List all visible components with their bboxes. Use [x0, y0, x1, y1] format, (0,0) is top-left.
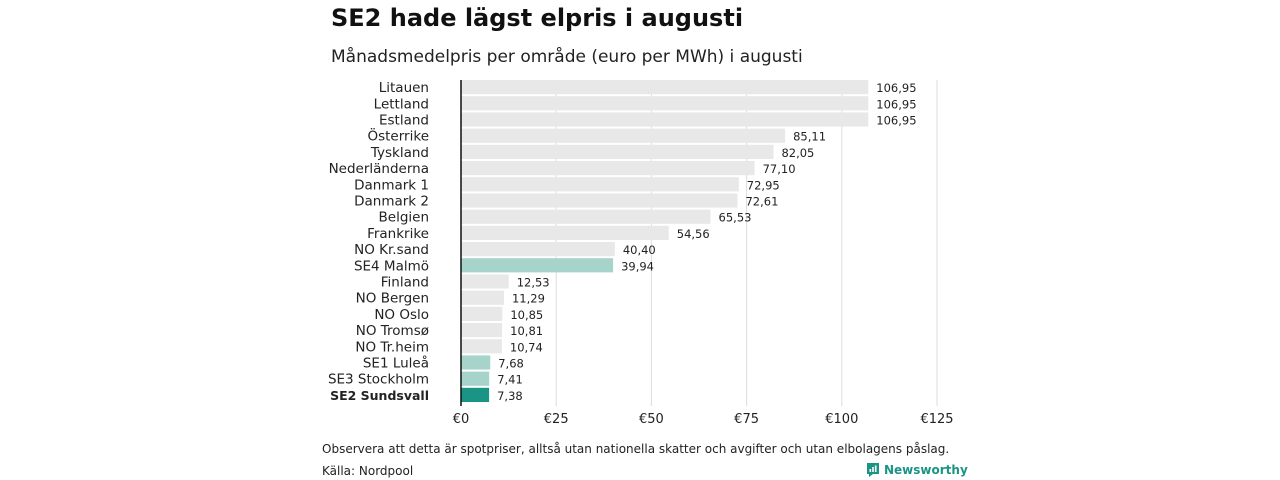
- bar-chart: LitauenLettlandEstlandÖsterrikeTysklandN…: [328, 80, 954, 427]
- value-label: 77,10: [763, 162, 796, 176]
- bar: [461, 323, 503, 338]
- category-label: SE3 Stockholm: [328, 372, 429, 388]
- bar: [461, 193, 738, 208]
- bar: [461, 371, 490, 386]
- category-label: NO Tromsø: [356, 323, 429, 339]
- bar: [461, 80, 869, 95]
- value-label: 12,53: [517, 276, 550, 290]
- category-label: SE4 Malmö: [354, 258, 429, 274]
- bar: [461, 258, 614, 273]
- bar: [461, 339, 502, 354]
- bar: [461, 274, 509, 289]
- bar: [461, 128, 786, 143]
- footnote: Observera att detta är spotpriser, allts…: [322, 442, 950, 456]
- bar: [461, 225, 669, 240]
- category-label: Danmark 1: [354, 177, 429, 193]
- value-labels: 106,95 106,95 106,95 85,11 82,05 77,10 72,95 72…: [497, 81, 916, 403]
- category-label: Frankrike: [367, 226, 429, 242]
- bar: [461, 161, 755, 176]
- value-label: 7,68: [498, 357, 524, 371]
- value-label: 106,95: [876, 81, 916, 95]
- value-label: 10,85: [510, 308, 543, 322]
- category-label: Lettland: [374, 96, 429, 112]
- category-label: Danmark 2: [354, 194, 429, 210]
- value-label: 106,95: [876, 97, 916, 111]
- x-tick-label: €75: [734, 412, 759, 427]
- category-label: Österrike: [367, 127, 429, 145]
- category-labels: LitauenLettlandEstlandÖsterrikeTysklandN…: [328, 80, 429, 403]
- category-label: NO Oslo: [374, 307, 429, 323]
- category-label: NO Tr.heim: [355, 339, 429, 355]
- chart-title: SE2 hade lägst elpris i augusti: [331, 4, 744, 32]
- value-label: 72,95: [747, 178, 780, 192]
- category-label: Estland: [379, 113, 429, 129]
- value-label: 54,56: [677, 227, 710, 241]
- value-label: 85,11: [793, 130, 826, 144]
- value-label: 65,53: [719, 211, 752, 225]
- chart-subtitle: Månadsmedelpris per område (euro per MWh…: [331, 47, 803, 67]
- bar: [461, 144, 774, 159]
- logo-text: Newsworthy: [884, 463, 968, 477]
- bar: [461, 306, 503, 321]
- newsworthy-logo-icon: [867, 463, 879, 477]
- value-label: 39,94: [621, 259, 654, 273]
- category-label: Finland: [381, 275, 429, 291]
- category-label: SE2 Sundsvall: [330, 388, 429, 403]
- bar: [461, 355, 491, 370]
- value-label: 40,40: [623, 243, 656, 257]
- bar: [461, 209, 711, 224]
- source-label: Källa: Nordpool: [322, 464, 414, 478]
- category-label: NO Bergen: [356, 291, 429, 307]
- category-label: Tyskland: [370, 145, 429, 161]
- bar: [461, 177, 739, 192]
- value-label: 72,61: [745, 195, 778, 209]
- category-label: Belgien: [379, 210, 430, 226]
- value-label: 7,41: [497, 373, 523, 387]
- bar: [461, 290, 504, 305]
- category-label: Litauen: [379, 80, 429, 96]
- bars: [461, 80, 869, 402]
- category-label: Nederländerna: [329, 161, 429, 177]
- category-label: NO Kr.sand: [354, 242, 429, 258]
- value-label: 10,81: [510, 324, 543, 338]
- value-label: 10,74: [510, 340, 543, 354]
- category-label: SE1 Luleå: [363, 355, 429, 372]
- value-label: 7,38: [497, 389, 523, 403]
- bar: [461, 96, 869, 111]
- x-tick-label: €125: [920, 412, 953, 427]
- x-axis-ticks: €0 €25 €50 €75 €100 €125: [453, 412, 954, 427]
- x-tick-label: €25: [544, 412, 569, 427]
- bar: [461, 242, 615, 257]
- newsworthy-logo: Newsworthy: [866, 462, 968, 478]
- bar: [461, 387, 490, 402]
- value-label: 106,95: [876, 114, 916, 128]
- value-label: 82,05: [781, 146, 814, 160]
- x-tick-label: €50: [639, 412, 664, 427]
- x-tick-label: €100: [825, 412, 858, 427]
- bar: [461, 112, 869, 127]
- x-tick-label: €0: [453, 412, 470, 427]
- value-label: 11,29: [512, 292, 545, 306]
